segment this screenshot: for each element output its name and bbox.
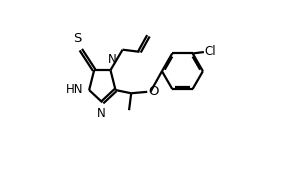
Text: Cl: Cl [205, 45, 216, 58]
Text: N: N [97, 107, 106, 120]
Text: HN: HN [66, 83, 84, 96]
Text: S: S [74, 32, 82, 45]
Text: O: O [149, 85, 159, 98]
Text: N: N [108, 53, 117, 66]
